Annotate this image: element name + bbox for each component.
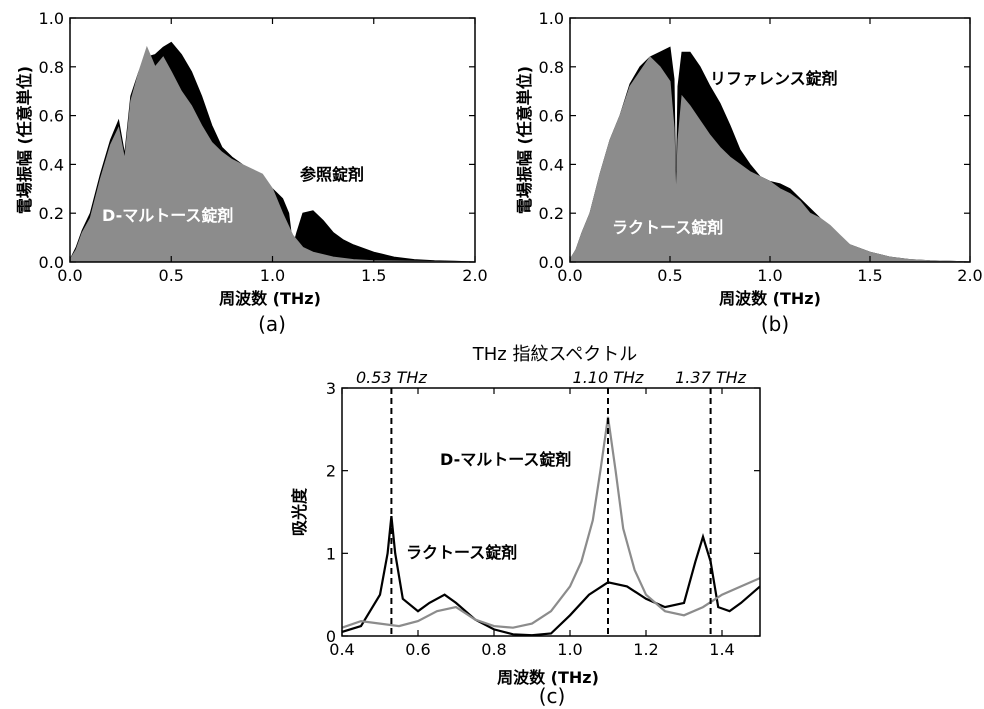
y-tick-label: 0.6 [539,107,564,126]
y-axis-label: 電場振幅 (任意単位) [15,66,34,214]
y-tick-label: 0.8 [539,58,564,77]
series-annotation-1: D-マルトース錠剤 [102,206,233,225]
y-tick-label: 0.6 [39,107,64,126]
x-tick-label: 0.6 [405,640,430,659]
x-tick-label: 1.0 [260,266,285,285]
series-b-1 [570,56,970,262]
y-tick-label: 0.4 [539,155,564,174]
peak-label-1: 1.10 THz [573,368,645,387]
x-tick-label: 1.4 [709,640,734,659]
y-tick-label: 0.2 [39,204,64,223]
chart-title: THz 指紋スペクトル [472,344,637,365]
x-tick-label: 0.5 [657,266,682,285]
panel-label: (c) [539,684,566,708]
x-tick-label: 0.8 [481,640,506,659]
x-tick-label: 0.0 [557,266,582,285]
x-tick-label: 1.2 [633,640,658,659]
series-a-1 [70,45,475,262]
y-tick-label: 0.0 [539,253,564,272]
x-tick-label: 0.5 [159,266,184,285]
x-tick-label: 2.0 [462,266,487,285]
plot-area-b [570,46,970,262]
plot-area-a [70,41,475,262]
series-annotation-1: ラクトース錠剤 [406,543,517,562]
panel-b: 0.0 0.5 1.0 1.5 2.0 0.0 0.2 0.4 0.6 0.8 1.0 周波数 (TH… [515,9,983,336]
y-tick-label: 0.8 [39,58,64,77]
x-axis-label: 周波数 (THz) [719,289,821,308]
x-tick-label: 0.0 [57,266,82,285]
x-axis-label: 周波数 (THz) [219,289,321,308]
x-tick-label: 1.5 [361,266,386,285]
y-axis-label: 吸光度 [290,487,309,536]
series-annotation-0: リファレンス錠剤 [710,69,838,88]
y-tick-label: 1.0 [539,9,564,28]
y-tick-label: 1.0 [39,9,64,28]
series-annotation-0: D-マルトース錠剤 [440,450,571,469]
peak-label-0: 0.53 THz [356,368,428,387]
x-tick-label: 1.5 [857,266,882,285]
y-tick-label: 0 [326,627,336,646]
y-tick-label: 0.2 [539,204,564,223]
y-tick-label: 1 [326,544,336,563]
series-c-0 [342,515,760,636]
panel-label: (b) [761,312,789,336]
series-annotation-1: ラクトース錠剤 [612,218,723,237]
x-tick-label: 1.0 [757,266,782,285]
x-axis-label: 周波数 (THz) [497,668,599,687]
panel-label: (a) [258,312,286,336]
series-c-1 [342,416,760,629]
y-axis-label: 電場振幅 (任意単位) [515,66,534,214]
peak-label-2: 1.37 THz [675,368,747,387]
y-tick-label: 2 [326,462,336,481]
plot-area-c [342,416,760,636]
y-tick-label: 0.4 [39,155,64,174]
y-tick-label: 0.0 [39,253,64,272]
panel-c: 0.53 THz 1.10 THz 1.37 THz 0.4 0.6 0.8 1.0 1.2 1… [290,344,761,708]
series-annotation-0: 参照錠剤 [300,165,364,184]
panel-a: 0.0 0.5 1.0 1.5 2.0 0.0 0.2 0.4 0.6 0.8 1.0 周波数 (TH… [15,9,488,336]
x-tick-label: 2.0 [957,266,982,285]
plot-frame-c [341,387,761,637]
y-tick-label: 3 [326,379,336,398]
x-tick-label: 1.0 [557,640,582,659]
x-tick-label: 0.4 [329,640,354,659]
